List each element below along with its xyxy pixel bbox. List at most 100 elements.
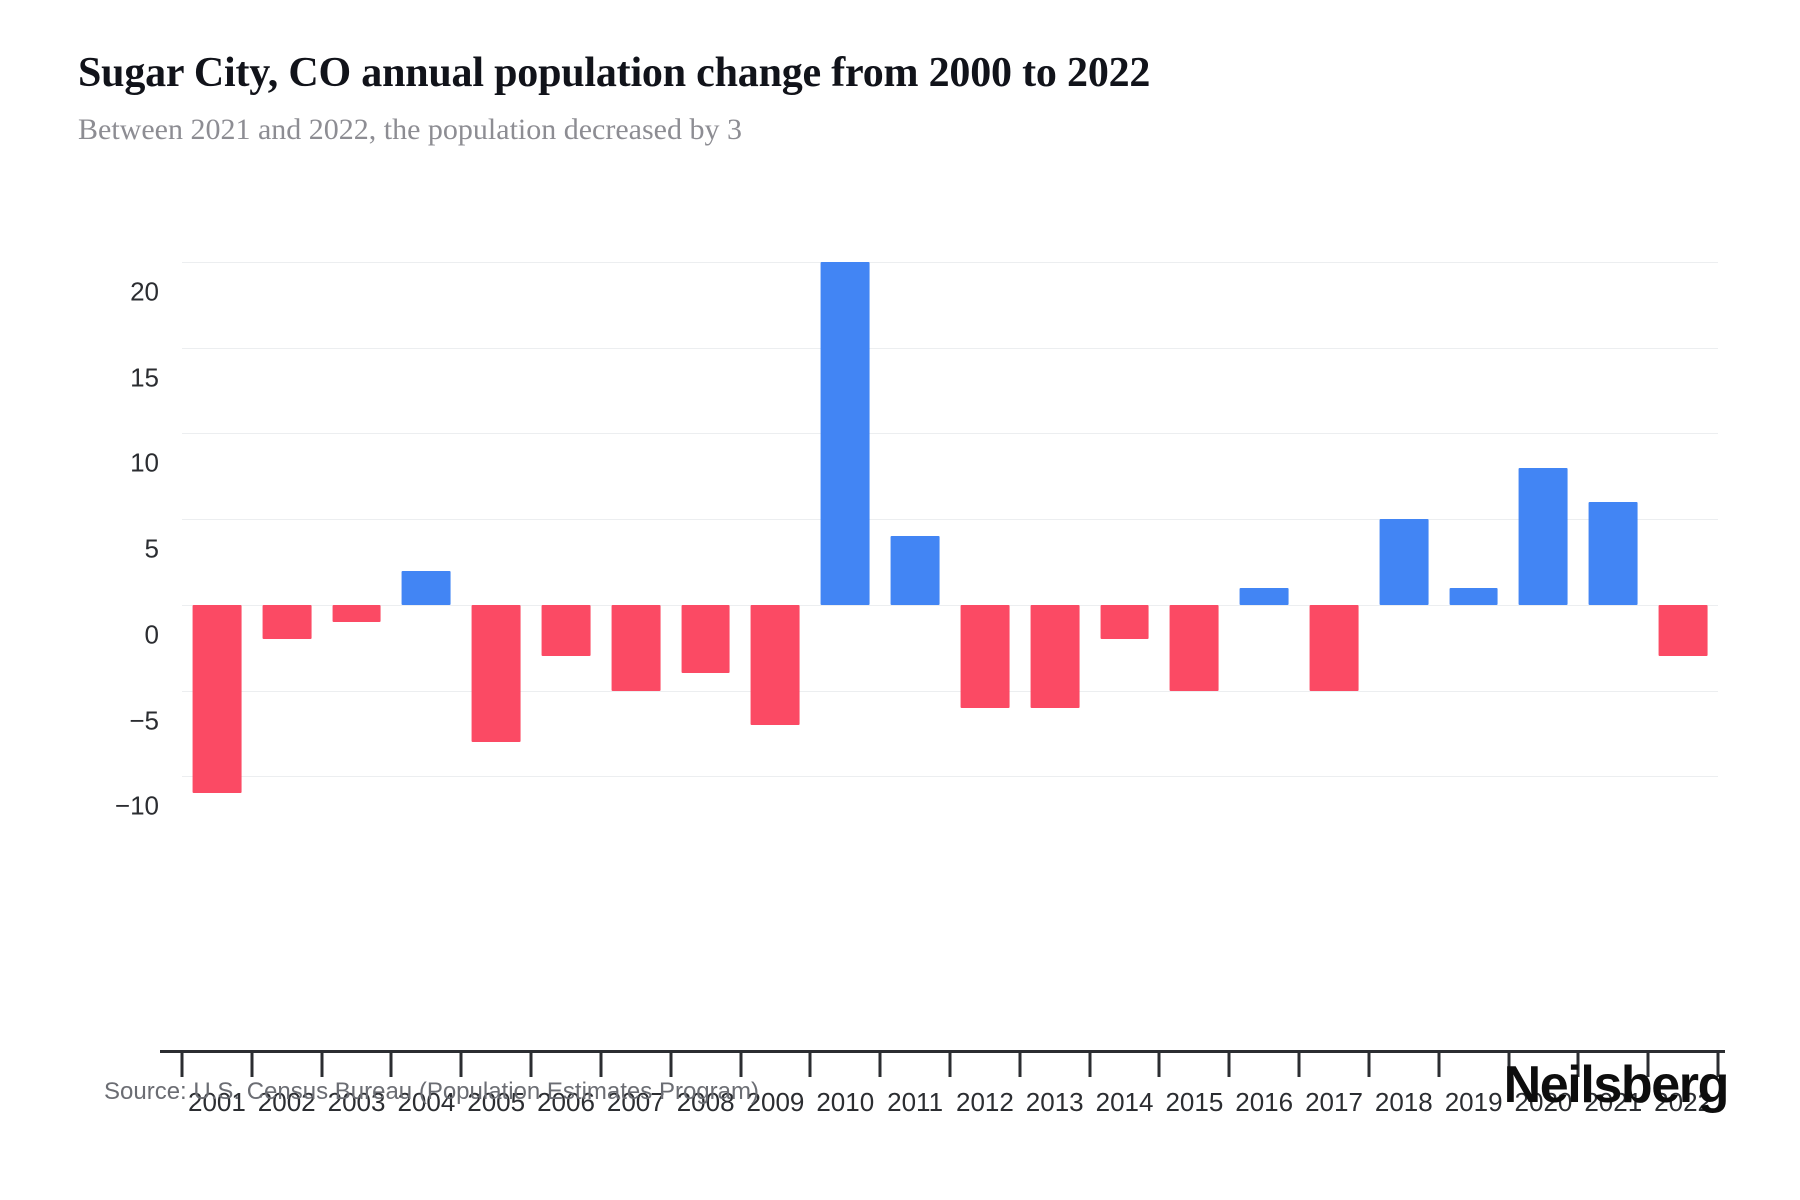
bar[interactable] bbox=[681, 604, 731, 674]
gridline bbox=[182, 262, 1718, 263]
bar-slot[interactable] bbox=[252, 262, 322, 802]
bar-slot[interactable] bbox=[1369, 262, 1439, 802]
x-axis-line bbox=[160, 1050, 1725, 1053]
bar-slot[interactable] bbox=[741, 262, 811, 802]
bar-slot[interactable] bbox=[322, 262, 392, 802]
x-axis-tick bbox=[250, 1053, 254, 1077]
x-axis-tick-label: 2016 bbox=[1235, 1087, 1294, 1117]
x-axis-tick bbox=[1018, 1053, 1022, 1077]
bar[interactable] bbox=[960, 604, 1010, 708]
bar[interactable] bbox=[332, 604, 381, 622]
x-axis-tick-label: 2009 bbox=[746, 1087, 805, 1117]
x-axis-tick-label: 2020 bbox=[1514, 1087, 1573, 1117]
bar[interactable] bbox=[471, 604, 521, 742]
bar-slot[interactable] bbox=[1578, 262, 1648, 802]
bar-slot[interactable] bbox=[1020, 262, 1090, 802]
y-axis-tick-label: −5 bbox=[129, 705, 159, 736]
x-axis-tick bbox=[180, 1053, 184, 1077]
x-axis-tick-label: 2010 bbox=[816, 1087, 875, 1117]
bar[interactable] bbox=[401, 570, 451, 605]
x-axis-tick bbox=[878, 1053, 882, 1077]
x-axis-tick-label: 2021 bbox=[1584, 1087, 1643, 1117]
y-axis-tick-label: −10 bbox=[114, 790, 159, 821]
x-axis-tick bbox=[1157, 1053, 1161, 1077]
bar-slot[interactable] bbox=[601, 262, 671, 802]
x-axis-tick-label: 2015 bbox=[1165, 1087, 1224, 1117]
y-axis-tick-label: 5 bbox=[144, 533, 159, 564]
bar[interactable] bbox=[820, 262, 870, 605]
x-axis-tick-label: 2005 bbox=[467, 1087, 526, 1117]
x-axis-tick-label: 2004 bbox=[397, 1087, 456, 1117]
x-axis-tick-label: 2022 bbox=[1654, 1087, 1712, 1117]
y-axis-tick-label: 10 bbox=[130, 447, 159, 478]
bar[interactable] bbox=[1309, 604, 1359, 691]
x-axis-tick-label: 2019 bbox=[1444, 1087, 1503, 1117]
bar[interactable] bbox=[1588, 502, 1638, 605]
bar[interactable] bbox=[1169, 604, 1219, 691]
bar-slot[interactable] bbox=[1509, 262, 1579, 802]
source-note: Source: U.S. Census Bureau (Population E… bbox=[104, 1078, 759, 1105]
x-axis-tick bbox=[1716, 1053, 1720, 1077]
bar[interactable] bbox=[751, 604, 800, 725]
x-axis-tick bbox=[389, 1053, 393, 1077]
x-axis-tick-label: 2001 bbox=[187, 1087, 246, 1117]
x-axis-tick bbox=[948, 1053, 952, 1077]
gridline bbox=[182, 347, 1718, 349]
bar-series bbox=[182, 262, 1718, 802]
bar-slot[interactable] bbox=[671, 262, 741, 802]
x-axis-tick bbox=[1297, 1053, 1301, 1077]
x-axis-tick bbox=[529, 1053, 533, 1077]
x-axis-tick bbox=[669, 1053, 673, 1077]
bar-slot[interactable] bbox=[950, 262, 1020, 802]
bar-slot[interactable] bbox=[1439, 262, 1509, 802]
bar-slot[interactable] bbox=[880, 262, 950, 802]
chart-subtitle: Between 2021 and 2022, the population de… bbox=[78, 113, 742, 147]
bar-slot[interactable] bbox=[1648, 262, 1718, 802]
bar[interactable] bbox=[192, 604, 242, 794]
gridline bbox=[182, 776, 1718, 778]
y-axis-tick-label: 0 bbox=[144, 619, 159, 650]
y-axis-tick-label: 20 bbox=[130, 276, 159, 307]
bar[interactable] bbox=[1379, 519, 1429, 605]
x-axis-tick bbox=[808, 1053, 812, 1077]
x-axis-tick-label: 2012 bbox=[955, 1087, 1014, 1117]
x-axis-tick bbox=[1437, 1053, 1441, 1077]
gridline bbox=[182, 519, 1718, 521]
bar-slot[interactable] bbox=[182, 262, 252, 802]
bar[interactable] bbox=[541, 604, 591, 657]
gridline bbox=[182, 433, 1718, 435]
x-axis-tick bbox=[739, 1053, 743, 1077]
chart-plot-area: 20 15 10 5 0 −5 −10 2001 2002 2003 2004 2005 2006 20… bbox=[0, 232, 1800, 1117]
gridline bbox=[182, 690, 1718, 692]
x-axis-tick bbox=[1367, 1053, 1371, 1077]
bar[interactable] bbox=[1239, 587, 1289, 605]
bar-slot[interactable] bbox=[810, 262, 880, 802]
bar[interactable] bbox=[1658, 604, 1708, 657]
bar-slot[interactable] bbox=[391, 262, 461, 802]
gridline bbox=[182, 604, 1718, 606]
bar[interactable] bbox=[262, 604, 312, 640]
bar[interactable] bbox=[1449, 587, 1499, 605]
x-axis-tick bbox=[1646, 1053, 1650, 1077]
bar-slot[interactable] bbox=[461, 262, 531, 802]
bar[interactable] bbox=[1030, 604, 1080, 708]
bar-slot[interactable] bbox=[1159, 262, 1229, 802]
bar-slot[interactable] bbox=[1229, 262, 1299, 802]
x-axis-tick-label: 2007 bbox=[606, 1087, 665, 1117]
bar[interactable] bbox=[1519, 467, 1568, 605]
bar[interactable] bbox=[1100, 604, 1149, 640]
x-axis-tick-label: 2018 bbox=[1374, 1087, 1433, 1117]
x-axis-tick-label: 2008 bbox=[676, 1087, 735, 1117]
x-axis-tick-label: 2006 bbox=[537, 1087, 595, 1117]
x-axis-tick bbox=[1576, 1053, 1580, 1077]
bar[interactable] bbox=[611, 604, 661, 691]
x-axis-tick bbox=[599, 1053, 603, 1077]
bar-slot[interactable] bbox=[1090, 262, 1160, 802]
bar-slot[interactable] bbox=[1299, 262, 1369, 802]
x-axis-tick bbox=[1227, 1053, 1231, 1077]
page-title: Sugar City, CO annual population change … bbox=[78, 50, 1151, 96]
bar[interactable] bbox=[890, 536, 940, 605]
bar-slot[interactable] bbox=[531, 262, 601, 802]
brand-logo: Neilsberg bbox=[1503, 1056, 1730, 1114]
